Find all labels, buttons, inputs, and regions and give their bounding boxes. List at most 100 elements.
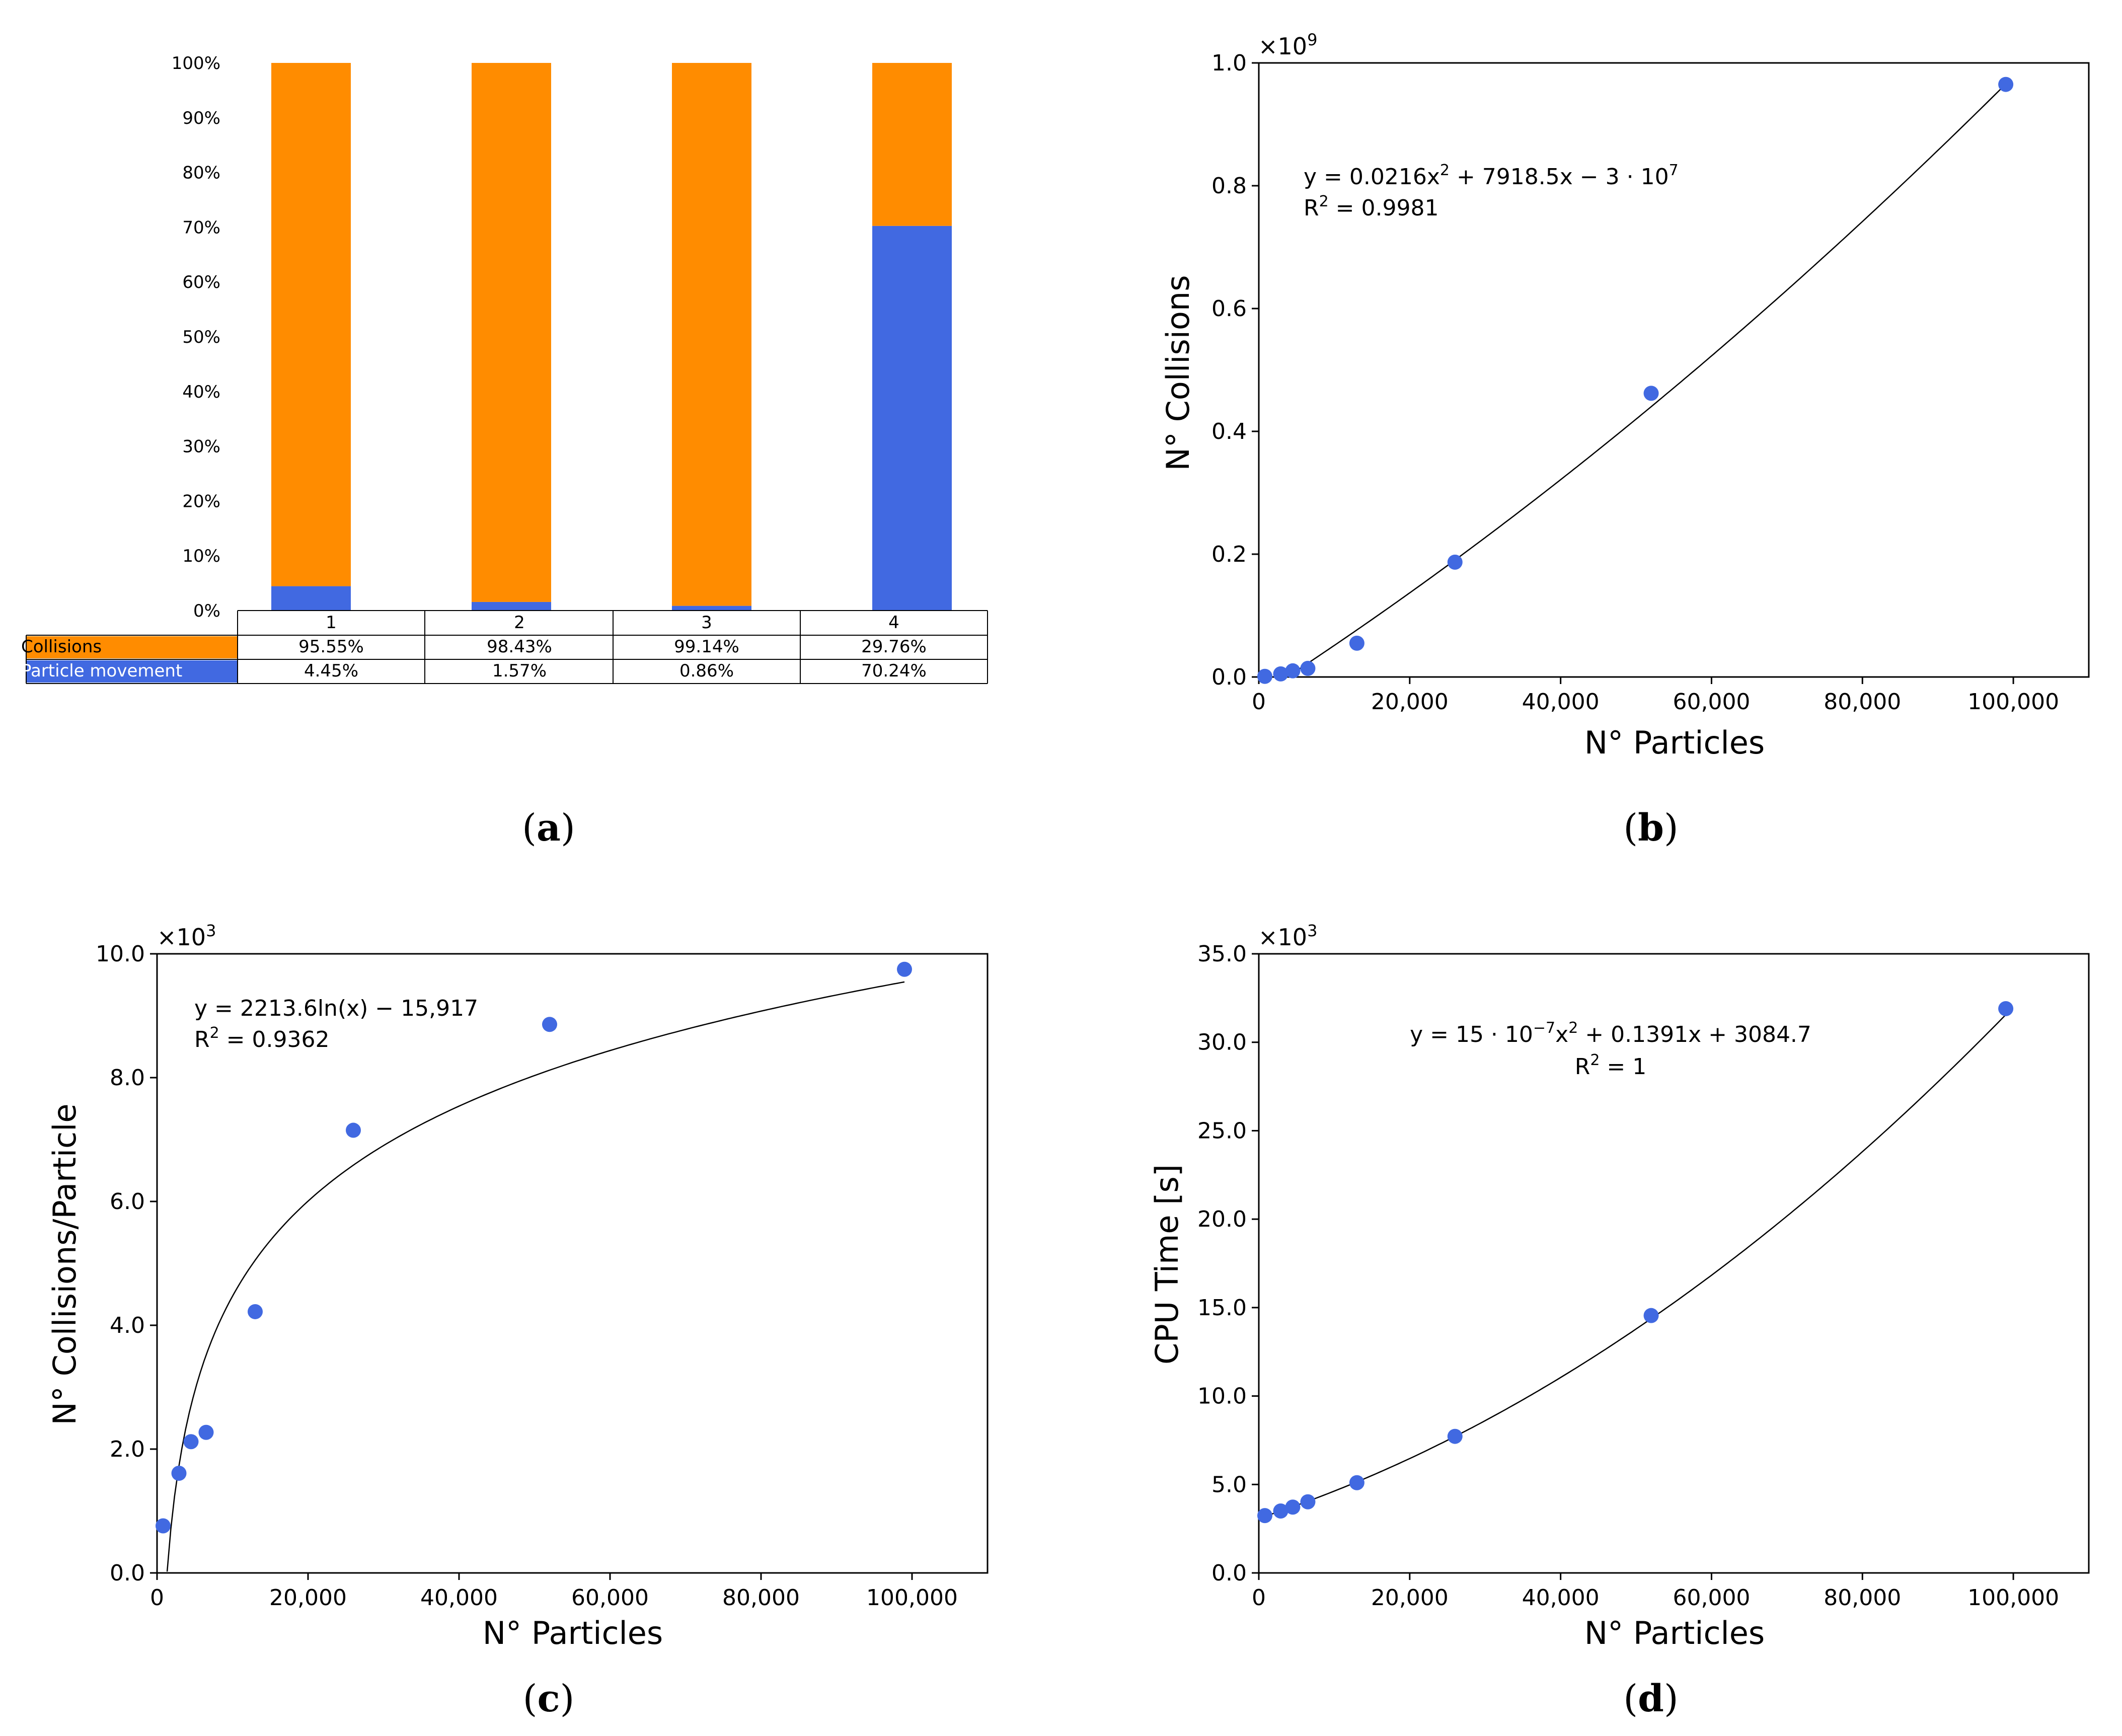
panel-a-y-tick-label: 30% [182, 437, 220, 457]
panel-c-y-axis-label: N° Collisions/Particle [46, 1103, 83, 1425]
fit-curve [1285, 84, 2006, 678]
data-point [1447, 554, 1463, 570]
panel-a-y-tick-label: 90% [182, 108, 220, 128]
panel-b-plot-area: 0 20,000 40,000 60,000 80,000 100,000 0.0 0.2 0.… [1211, 50, 2090, 715]
panel-c-collisions-per-particle-scatter: 0 20,000 40,000 60,000 80,000 100,000 0.0 2.0 4.… [46, 921, 989, 1651]
table-swatch-particle-movement [26, 660, 238, 683]
data-point [1273, 1503, 1289, 1519]
caption-c: (c) [523, 1677, 575, 1720]
data-point [156, 1518, 171, 1534]
table-cell-movement-3: 0.86% [679, 661, 734, 681]
bar-collisions-2 [472, 63, 551, 602]
x-tick-label: 100,000 [1967, 1585, 2059, 1611]
x-tick-label: 80,000 [1824, 689, 1901, 715]
panel-c-plot-area: 0 20,000 40,000 60,000 80,000 100,000 0.0 2.0 4.… [96, 941, 989, 1611]
y-tick-label: 0.0 [110, 1560, 145, 1586]
data-point [1349, 635, 1365, 651]
y-tick-label: 0.2 [1211, 542, 1247, 567]
panel-a-stacked-bar-chart: 0%10%20%30%40%50%60%70%80%90%100% 1 2 3 … [21, 53, 988, 684]
y-tick-label: 2.0 [110, 1437, 145, 1462]
y-tick-label: 25.0 [1197, 1118, 1247, 1144]
data-point [1447, 1428, 1463, 1444]
data-point [1998, 77, 2014, 92]
panel-a-y-tick-label: 70% [182, 217, 220, 238]
x-tick-label: 80,000 [1824, 1585, 1901, 1611]
x-tick-label: 100,000 [866, 1585, 958, 1611]
x-tick-label: 40,000 [1522, 689, 1600, 715]
data-point [171, 1465, 187, 1481]
table-swatch-collisions [26, 636, 238, 658]
x-tick-label: 60,000 [571, 1585, 649, 1611]
table-row-label-collisions: Collisions [21, 637, 102, 657]
panel-a-y-tick-label: 40% [182, 382, 220, 402]
data-point [1643, 386, 1659, 401]
data-point [346, 1122, 361, 1138]
data-point [1257, 1508, 1272, 1524]
y-tick-label: 30.0 [1197, 1030, 1247, 1055]
table-row-label-particle-movement: Particle movement [21, 661, 182, 681]
plot-frame [1258, 62, 2090, 678]
data-point [1300, 660, 1316, 676]
table-cell-collisions-1: 95.55% [298, 637, 364, 657]
fit-curve [166, 981, 905, 1572]
data-point [897, 961, 912, 977]
panel-a-y-tick-label: 10% [182, 546, 220, 566]
table-header-3: 3 [701, 613, 712, 633]
panel-a-y-tick-label: 50% [182, 327, 220, 347]
table-header-4: 4 [888, 613, 899, 633]
x-tick-label: 60,000 [1673, 1585, 1750, 1611]
table-header-2: 2 [514, 613, 525, 633]
y-tick-label: 15.0 [1197, 1295, 1247, 1321]
x-tick-label: 40,000 [420, 1585, 498, 1611]
table-cell-movement-1: 4.45% [304, 661, 358, 681]
data-point [1998, 1001, 2014, 1016]
caption-a: (a) [522, 806, 575, 850]
data-point [1349, 1475, 1365, 1490]
data-point [1285, 1499, 1301, 1515]
panel-d-y-axis-label: CPU Time [s] [1149, 1164, 1185, 1365]
fit-curve [1264, 1014, 2006, 1517]
bar-collisions-1 [271, 63, 351, 586]
x-tick-label: 0 [1252, 689, 1266, 715]
y-tick-label: 0.0 [1211, 1560, 1247, 1586]
y-tick-label: 0.0 [1211, 664, 1247, 690]
panel-b-x-axis-label: N° Particles [1584, 724, 1765, 761]
data-point [183, 1434, 199, 1450]
panel-a-table-grid [26, 610, 988, 684]
table-cell-collisions-3: 99.14% [674, 637, 739, 657]
y-tick-label: 10.0 [1197, 1384, 1247, 1409]
panel-a-y-tick-label: 0% [193, 601, 220, 621]
panel-b-y-axis-label: N° Collisions [1160, 275, 1196, 471]
panel-a-y-tick-label: 80% [182, 163, 220, 183]
data-point [248, 1304, 263, 1319]
panel-a-y-tick-labels: 0% 10% 20% 30% 40% 50% 60% 70% 80% 90% 100% [172, 53, 220, 621]
y-tick-label: 8.0 [110, 1065, 145, 1091]
panel-a-data-table: 1 2 3 4 Collisions 95.55% 98.43% 99.14% … [21, 610, 988, 684]
y-tick-label: 1.0 [1211, 50, 1247, 76]
bar-collisions-4 [872, 63, 952, 226]
panel-a-y-tick-label: 20% [182, 491, 220, 511]
x-tick-label: 60,000 [1673, 689, 1750, 715]
table-cell-movement-2: 1.57% [492, 661, 547, 681]
x-tick-label: 100,000 [1967, 689, 2059, 715]
panel-b-multiplier: ×109 [1258, 30, 1317, 60]
bar-collisions-3 [672, 63, 751, 606]
panel-d-cpu-time-scatter: 0 20,000 40,000 60,000 80,000 100,000 0.0 5.0 10… [1149, 921, 2090, 1651]
y-tick-label: 0.4 [1211, 419, 1247, 444]
caption-d: (d) [1623, 1677, 1679, 1720]
x-tick-label: 20,000 [1371, 689, 1449, 715]
panel-a-y-tick-label: 100% [172, 53, 220, 73]
panel-d-x-axis-label: N° Particles [1584, 1615, 1765, 1651]
panel-b-fit-equation: y = 0.0216x2 + 7918.5x − 3 · 107 [1304, 162, 1679, 190]
panel-a-bars [271, 63, 952, 611]
y-tick-label: 5.0 [1211, 1472, 1247, 1497]
captions: (a) (b) (c) (d) [522, 806, 1679, 1720]
bar-particle-movement-3 [672, 606, 751, 611]
data-point [1285, 663, 1301, 678]
panel-d-multiplier: ×103 [1258, 921, 1317, 951]
panel-d-plot-area: 0 20,000 40,000 60,000 80,000 100,000 0.0 5.0 10… [1197, 941, 2090, 1611]
x-tick-label: 40,000 [1522, 1585, 1600, 1611]
data-point [1273, 666, 1289, 682]
y-tick-label: 0.8 [1211, 173, 1247, 199]
